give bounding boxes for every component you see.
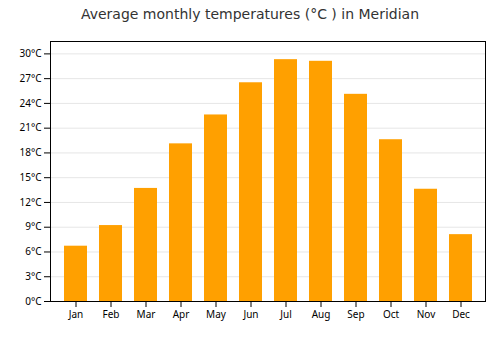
svg-text:Dec: Dec bbox=[452, 307, 470, 321]
svg-text:Oct: Oct bbox=[383, 307, 400, 321]
svg-text:18°C: 18°C bbox=[19, 145, 42, 159]
svg-text:Jul: Jul bbox=[279, 307, 292, 321]
svg-text:May: May bbox=[206, 307, 227, 321]
svg-text:27°C: 27°C bbox=[19, 71, 42, 85]
svg-text:Feb: Feb bbox=[103, 307, 120, 321]
svg-text:30°C: 30°C bbox=[19, 46, 42, 60]
svg-text:12°C: 12°C bbox=[19, 195, 42, 209]
svg-text:Jun: Jun bbox=[242, 307, 258, 321]
svg-text:Jan: Jan bbox=[68, 307, 84, 321]
svg-text:3°C: 3°C bbox=[25, 269, 42, 283]
svg-text:Apr: Apr bbox=[173, 307, 190, 321]
svg-text:Nov: Nov bbox=[417, 307, 436, 321]
html-text:Average monthly temperatures (: Average monthly temperatures (°C ) in Me… bbox=[80, 6, 420, 22]
svg-text:15°C: 15°C bbox=[19, 170, 42, 184]
svg-text:6°C: 6°C bbox=[25, 244, 42, 258]
svg-text:9°C: 9°C bbox=[25, 219, 42, 233]
svg-text:0°C: 0°C bbox=[25, 294, 42, 308]
svg-text:24°C: 24°C bbox=[19, 96, 42, 110]
svg-text:Mar: Mar bbox=[137, 307, 156, 321]
svg-text:21°C: 21°C bbox=[19, 120, 42, 134]
svg-text:Sep: Sep bbox=[347, 307, 364, 321]
svg-text:Aug: Aug bbox=[312, 307, 331, 321]
